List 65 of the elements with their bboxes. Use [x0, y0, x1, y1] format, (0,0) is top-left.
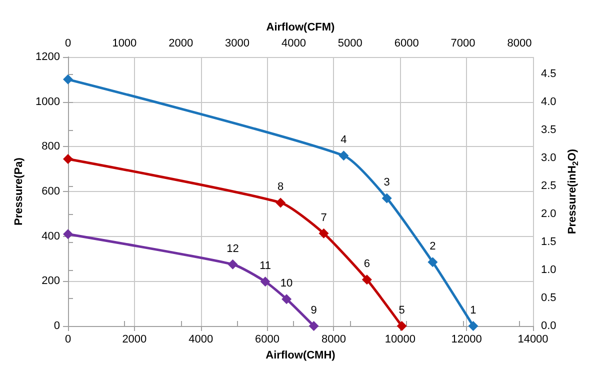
point: [308, 321, 319, 331]
annotation: 12: [226, 242, 239, 255]
y-tick-label: 1000: [36, 96, 60, 108]
x-tick-label: 4000: [188, 334, 214, 346]
x2-tick-label: 0: [64, 38, 72, 50]
x-tick-label: 14000: [518, 334, 548, 346]
y-tick-label: 600: [42, 186, 60, 198]
y2-axis-title: Pressure(inH2O): [566, 148, 580, 234]
y2-tick-label: 3.5: [541, 124, 556, 136]
x2-tick-label: 2000: [168, 38, 194, 50]
point: [382, 193, 392, 204]
y-tick-label: 1200: [36, 51, 60, 63]
point: [338, 150, 349, 161]
annotation: 9: [310, 304, 317, 316]
x-tick-label: 2000: [122, 334, 147, 346]
annotation: 1: [470, 304, 476, 316]
point: [428, 257, 438, 268]
x2-axis-title: Airflow(CFM): [266, 22, 336, 34]
point: [276, 198, 286, 208]
x2-tick-label: 8000: [507, 38, 532, 50]
y2-tick-label: 3.0: [541, 152, 556, 164]
annotation: 7: [320, 212, 327, 224]
annotation: 2: [430, 240, 436, 253]
annotation: 10: [280, 278, 293, 290]
annotation: 6: [364, 258, 370, 270]
point: [396, 321, 407, 331]
point: [260, 276, 270, 287]
y-tick-label: 800: [42, 140, 60, 153]
x-tick-label: 6000: [255, 334, 280, 346]
y2-tick-label: 1.5: [541, 236, 556, 248]
y-tick-label: 0: [54, 320, 60, 332]
y2-tick-label: 0.0: [541, 320, 556, 332]
annotation: 11: [260, 260, 272, 272]
y2-tick-label: 2.5: [541, 180, 556, 192]
x2-tick-label: 5000: [338, 38, 362, 50]
y-axis-title: Pressure(Pa): [13, 157, 26, 226]
point: [63, 229, 73, 240]
point: [63, 154, 73, 164]
y2-tick-label: 4.5: [541, 68, 556, 80]
x2-tick-label: 1000: [112, 38, 137, 50]
y-tick-label: 200: [42, 275, 60, 288]
y2-tick-label: 2.0: [541, 208, 556, 220]
y2-tick-label: 0.5: [541, 292, 556, 304]
point: [318, 228, 329, 238]
y-tick-label: 400: [42, 230, 60, 242]
x2-tick-label: 7000: [450, 38, 476, 50]
annotation: 8: [278, 181, 284, 194]
x-tick-label: 0: [64, 334, 72, 346]
point: [468, 321, 478, 331]
x-tick-label: 10000: [384, 334, 416, 346]
annotation: 3: [384, 176, 390, 189]
annotation: 5: [398, 304, 405, 316]
x2-tick-label: 3000: [225, 38, 250, 50]
annotation: 4: [340, 134, 347, 146]
x-tick-label: 12000: [451, 334, 482, 346]
x-tick-label: 8000: [321, 334, 346, 346]
x-axis-title: Airflow(CMH): [266, 349, 336, 362]
point: [63, 74, 73, 84]
point: [228, 259, 238, 270]
point: [362, 274, 372, 285]
y2-tick-label: 1.0: [541, 264, 556, 276]
y2-tick-label: 4.0: [541, 96, 556, 108]
x2-tick-label: 6000: [394, 38, 419, 50]
x2-tick-label: 4000: [281, 38, 306, 50]
point: [282, 294, 292, 304]
